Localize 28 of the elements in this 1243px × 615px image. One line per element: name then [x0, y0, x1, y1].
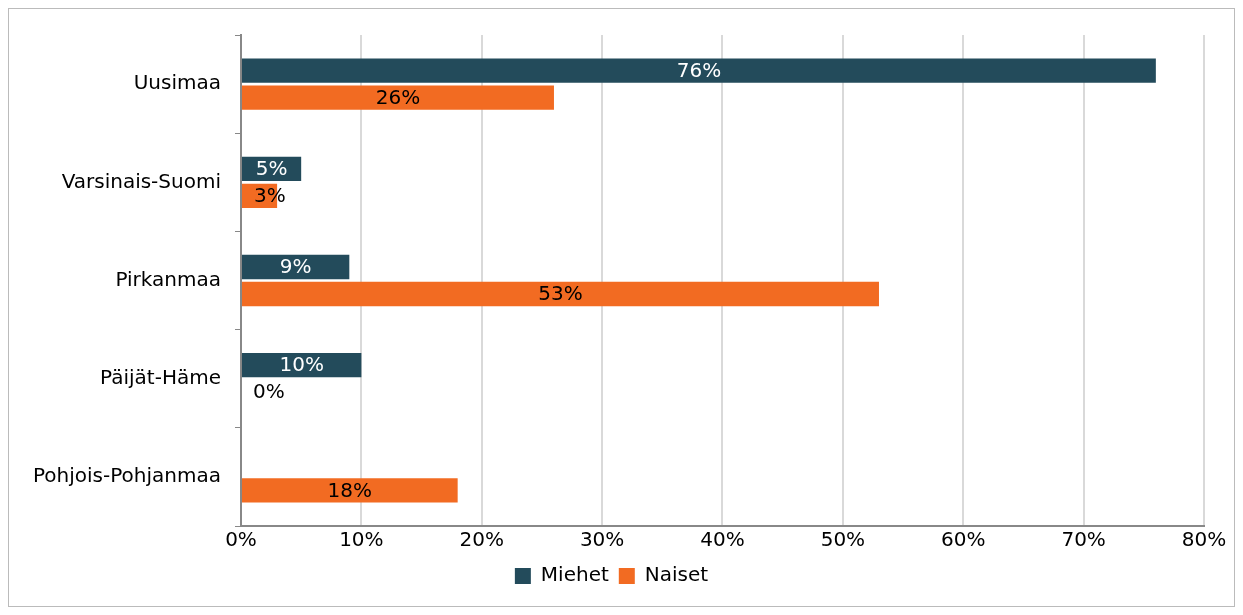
- x-tick-label: 40%: [700, 527, 745, 552]
- y-tick-label: Pirkanmaa: [115, 266, 221, 291]
- data-label: 18%: [327, 477, 373, 502]
- data-label: 53%: [538, 281, 583, 306]
- x-tick-label: 0%: [225, 527, 257, 552]
- bar: [241, 58, 1156, 83]
- bar: [241, 478, 458, 503]
- x-tick-label: 70%: [1061, 527, 1106, 552]
- legend-label: Naiset: [644, 562, 709, 587]
- x-tick-label: 10%: [339, 527, 384, 552]
- bar: [241, 85, 554, 110]
- y-tick-label: Varsinais-Suomi: [61, 168, 221, 193]
- y-tick-label: Uusimaa: [133, 70, 221, 95]
- x-tick-label: 60%: [941, 527, 986, 552]
- legend-label: Miehet: [540, 562, 609, 587]
- bar: [241, 281, 879, 307]
- data-label: 5%: [255, 156, 288, 180]
- data-label: 76%: [676, 57, 722, 82]
- x-tick-label: 20%: [459, 527, 504, 552]
- x-tick-label: 80%: [1181, 527, 1227, 552]
- data-label: 10%: [279, 352, 324, 377]
- y-tick-label: Päijät-Häme: [100, 364, 221, 389]
- x-tick-label: 30%: [579, 527, 625, 552]
- y-tick-label: Pohjois-Pohjanmaa: [32, 463, 221, 488]
- x-tick-label: 50%: [820, 527, 866, 552]
- data-label: 9%: [279, 254, 312, 279]
- data-label: 0%: [252, 379, 285, 404]
- data-label: 26%: [375, 84, 421, 109]
